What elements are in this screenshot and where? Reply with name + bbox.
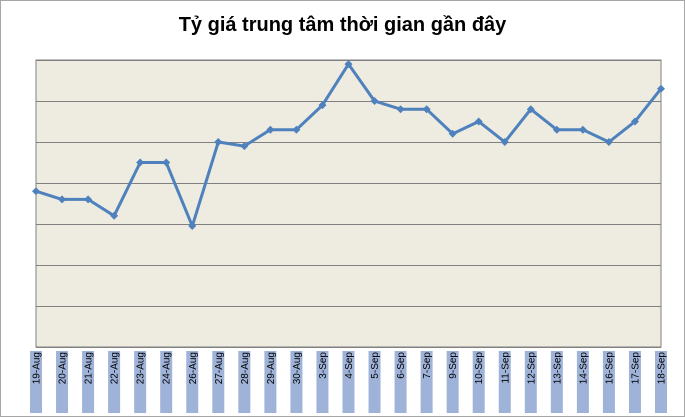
x-tick-label-band xyxy=(655,351,667,413)
x-tick-label-band xyxy=(524,351,537,413)
x-tick-label: 11-Sep xyxy=(500,352,511,384)
x-tick-label-band xyxy=(628,351,641,413)
x-tick-label: 10-Sep xyxy=(474,352,485,385)
x-tick-label-band xyxy=(290,351,303,413)
x-tick-label: 27-Aug xyxy=(214,352,225,384)
series-markers xyxy=(32,60,665,231)
data-point-marker xyxy=(422,105,431,114)
data-point-marker xyxy=(32,187,40,196)
x-tick-label: 24-Aug xyxy=(162,352,173,384)
x-tick-label-band xyxy=(56,351,69,413)
x-tick-label-band xyxy=(498,351,511,413)
x-tick-label-band xyxy=(160,351,173,413)
x-tick-label: 26-Aug xyxy=(188,352,199,384)
x-tick-label-band xyxy=(30,351,42,413)
x-tick-label-band xyxy=(420,351,433,413)
x-tick-label-band xyxy=(472,351,485,413)
data-point-marker xyxy=(292,125,301,134)
x-tick-label: 30-Aug xyxy=(292,352,303,384)
data-point-marker xyxy=(396,105,405,114)
x-tick-label: 18-Sep xyxy=(657,352,668,385)
x-tick-label-band xyxy=(394,351,407,413)
data-point-marker xyxy=(110,211,119,220)
data-point-marker xyxy=(474,117,483,126)
x-tick-label-band xyxy=(108,351,121,413)
data-point-marker xyxy=(526,105,535,114)
x-tick-label-band xyxy=(342,351,355,413)
data-point-marker xyxy=(552,125,561,134)
data-point-marker xyxy=(344,60,353,69)
x-tick-label: 12-Sep xyxy=(526,352,537,385)
x-tick-label: 9-Sep xyxy=(448,352,459,379)
data-point-marker xyxy=(84,195,93,204)
x-tick-label: 3-Sep xyxy=(318,352,329,379)
data-point-marker xyxy=(188,222,197,231)
x-tick-label: 17-Sep xyxy=(630,352,641,385)
x-tick-label: 13-Sep xyxy=(552,352,563,385)
plot-area xyxy=(35,59,662,348)
data-point-marker xyxy=(370,97,379,105)
data-point-marker xyxy=(240,142,249,151)
data-point-marker xyxy=(500,138,509,146)
x-tick-label-band xyxy=(186,351,199,413)
x-tick-label: 28-Aug xyxy=(240,352,251,384)
data-point-marker xyxy=(578,125,587,134)
x-tick-label-band xyxy=(316,351,329,413)
x-tick-label: 23-Aug xyxy=(136,352,147,384)
data-point-marker xyxy=(214,138,223,146)
x-tick-label: 29-Aug xyxy=(266,352,277,384)
data-point-marker xyxy=(448,129,457,138)
x-tick-label: 7-Sep xyxy=(422,352,433,379)
x-tick-label: 22-Aug xyxy=(110,352,121,384)
x-tick-label: 6-Sep xyxy=(396,352,407,379)
data-point-marker xyxy=(58,195,67,204)
data-point-marker xyxy=(630,117,639,126)
x-tick-label-band xyxy=(82,351,95,413)
x-tick-label-band xyxy=(602,351,615,413)
data-point-marker xyxy=(266,125,275,134)
x-tick-label-band xyxy=(212,351,225,413)
data-point-marker xyxy=(162,158,171,167)
x-tick-label-band xyxy=(134,351,147,413)
x-axis-labels: 19-Aug 20-Aug 21-Aug 22-Aug 23-Aug 24-Aug 26-A… xyxy=(30,351,668,413)
data-point-marker xyxy=(657,84,665,93)
x-tick-label-band xyxy=(550,351,563,413)
x-tick-label: 4-Sep xyxy=(344,352,355,379)
x-tick-label-band xyxy=(368,351,381,413)
chart-title: Tỷ giá trung tâm thời gian gần đây xyxy=(178,14,507,36)
x-tick-label-band xyxy=(264,351,277,413)
x-tick-label: 14-Sep xyxy=(578,352,589,385)
x-tick-label: 16-Sep xyxy=(604,352,615,385)
data-point-marker xyxy=(136,158,145,167)
x-tick-label: 20-Aug xyxy=(58,352,69,384)
data-point-marker xyxy=(604,138,613,146)
x-tick-label: 21-Aug xyxy=(84,352,95,384)
data-point-marker xyxy=(318,101,327,110)
x-tick-label-band xyxy=(446,351,459,413)
x-tick-label: 5-Sep xyxy=(370,352,381,379)
x-tick-label-band xyxy=(576,351,589,413)
x-tick-label: 19-Aug xyxy=(32,352,43,384)
x-tick-label-band xyxy=(238,351,251,413)
